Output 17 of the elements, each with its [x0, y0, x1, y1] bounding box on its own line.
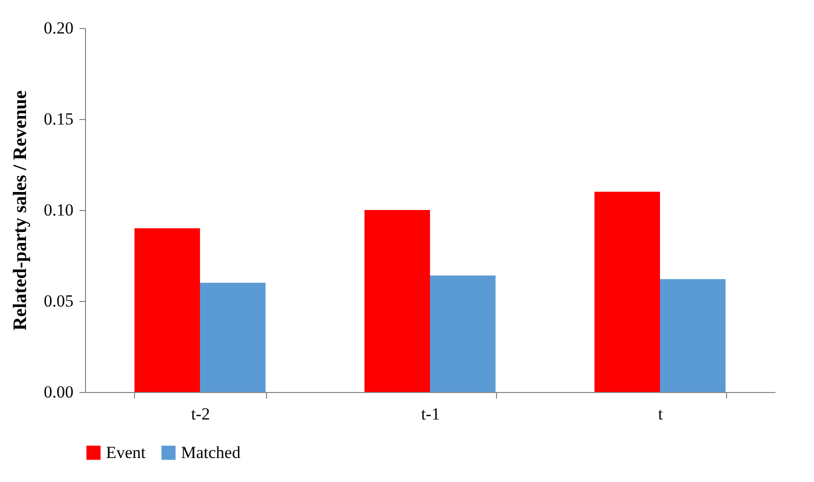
- y-tick-label: 0.05: [44, 292, 74, 310]
- bar: [134, 228, 200, 392]
- y-tick-label: 0.20: [44, 18, 74, 38]
- x-tick-label: t: [658, 404, 664, 424]
- y-tick-label: 0.10: [44, 200, 74, 220]
- legend-label: Matched: [181, 442, 241, 462]
- bar: [200, 282, 266, 392]
- bar: [430, 276, 496, 392]
- legend-label: Event: [106, 442, 146, 462]
- bar: [660, 279, 726, 392]
- y-tick-label: 0.00: [44, 382, 74, 402]
- x-tick-label: t-2: [191, 404, 210, 424]
- y-tick-label: 0.15: [44, 110, 74, 128]
- bar: [594, 192, 660, 392]
- bar: [364, 210, 430, 392]
- x-tick-label: t-1: [421, 404, 440, 424]
- y-axis-title: Related-party sales / Revenue: [10, 90, 31, 331]
